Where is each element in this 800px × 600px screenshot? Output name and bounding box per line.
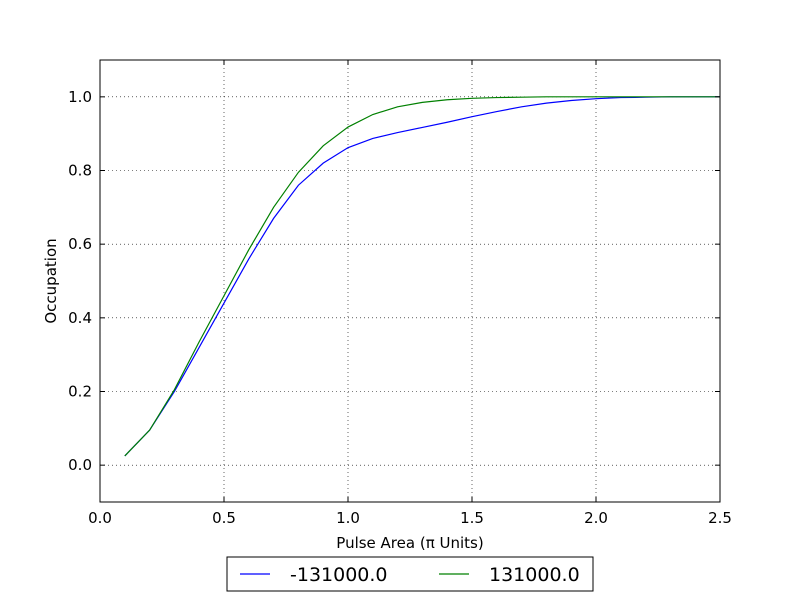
- y-tick-label: 0.4: [68, 309, 92, 327]
- plot-frame: [99, 59, 721, 503]
- series-lines: [124, 96, 720, 457]
- x-tick-label: 2.5: [708, 509, 732, 527]
- x-tick-label: 0.0: [88, 509, 112, 527]
- series-line-2: [124, 96, 720, 457]
- x-tick-label: 2.0: [584, 509, 608, 527]
- x-tick-label: 1.0: [336, 509, 360, 527]
- y-tick-label: 1.0: [68, 88, 92, 106]
- legend-label-series-2: 131000.0: [489, 564, 580, 586]
- y-tick-label: 0.6: [68, 235, 92, 253]
- y-tick-label: 0.2: [68, 383, 92, 401]
- y-tick-label: 0.8: [68, 162, 92, 180]
- x-tick-label: 0.5: [212, 509, 236, 527]
- series-line-1: [124, 96, 720, 457]
- legend: -131000.0 131000.0: [226, 556, 594, 592]
- x-tick-label: 1.5: [460, 509, 484, 527]
- y-tick-label: 0.0: [68, 456, 92, 474]
- axis-ticks: 0.0 0.5 1.0 1.5 2.0 2.5 0.0 0.2 0.4 0.6 0.8 1.0: [68, 60, 732, 527]
- y-axis-label: Occupation: [42, 238, 60, 323]
- legend-frame: [226, 556, 594, 592]
- x-axis-label: Pulse Area (π Units): [336, 534, 483, 552]
- legend-label-series-1: -131000.0: [290, 564, 388, 586]
